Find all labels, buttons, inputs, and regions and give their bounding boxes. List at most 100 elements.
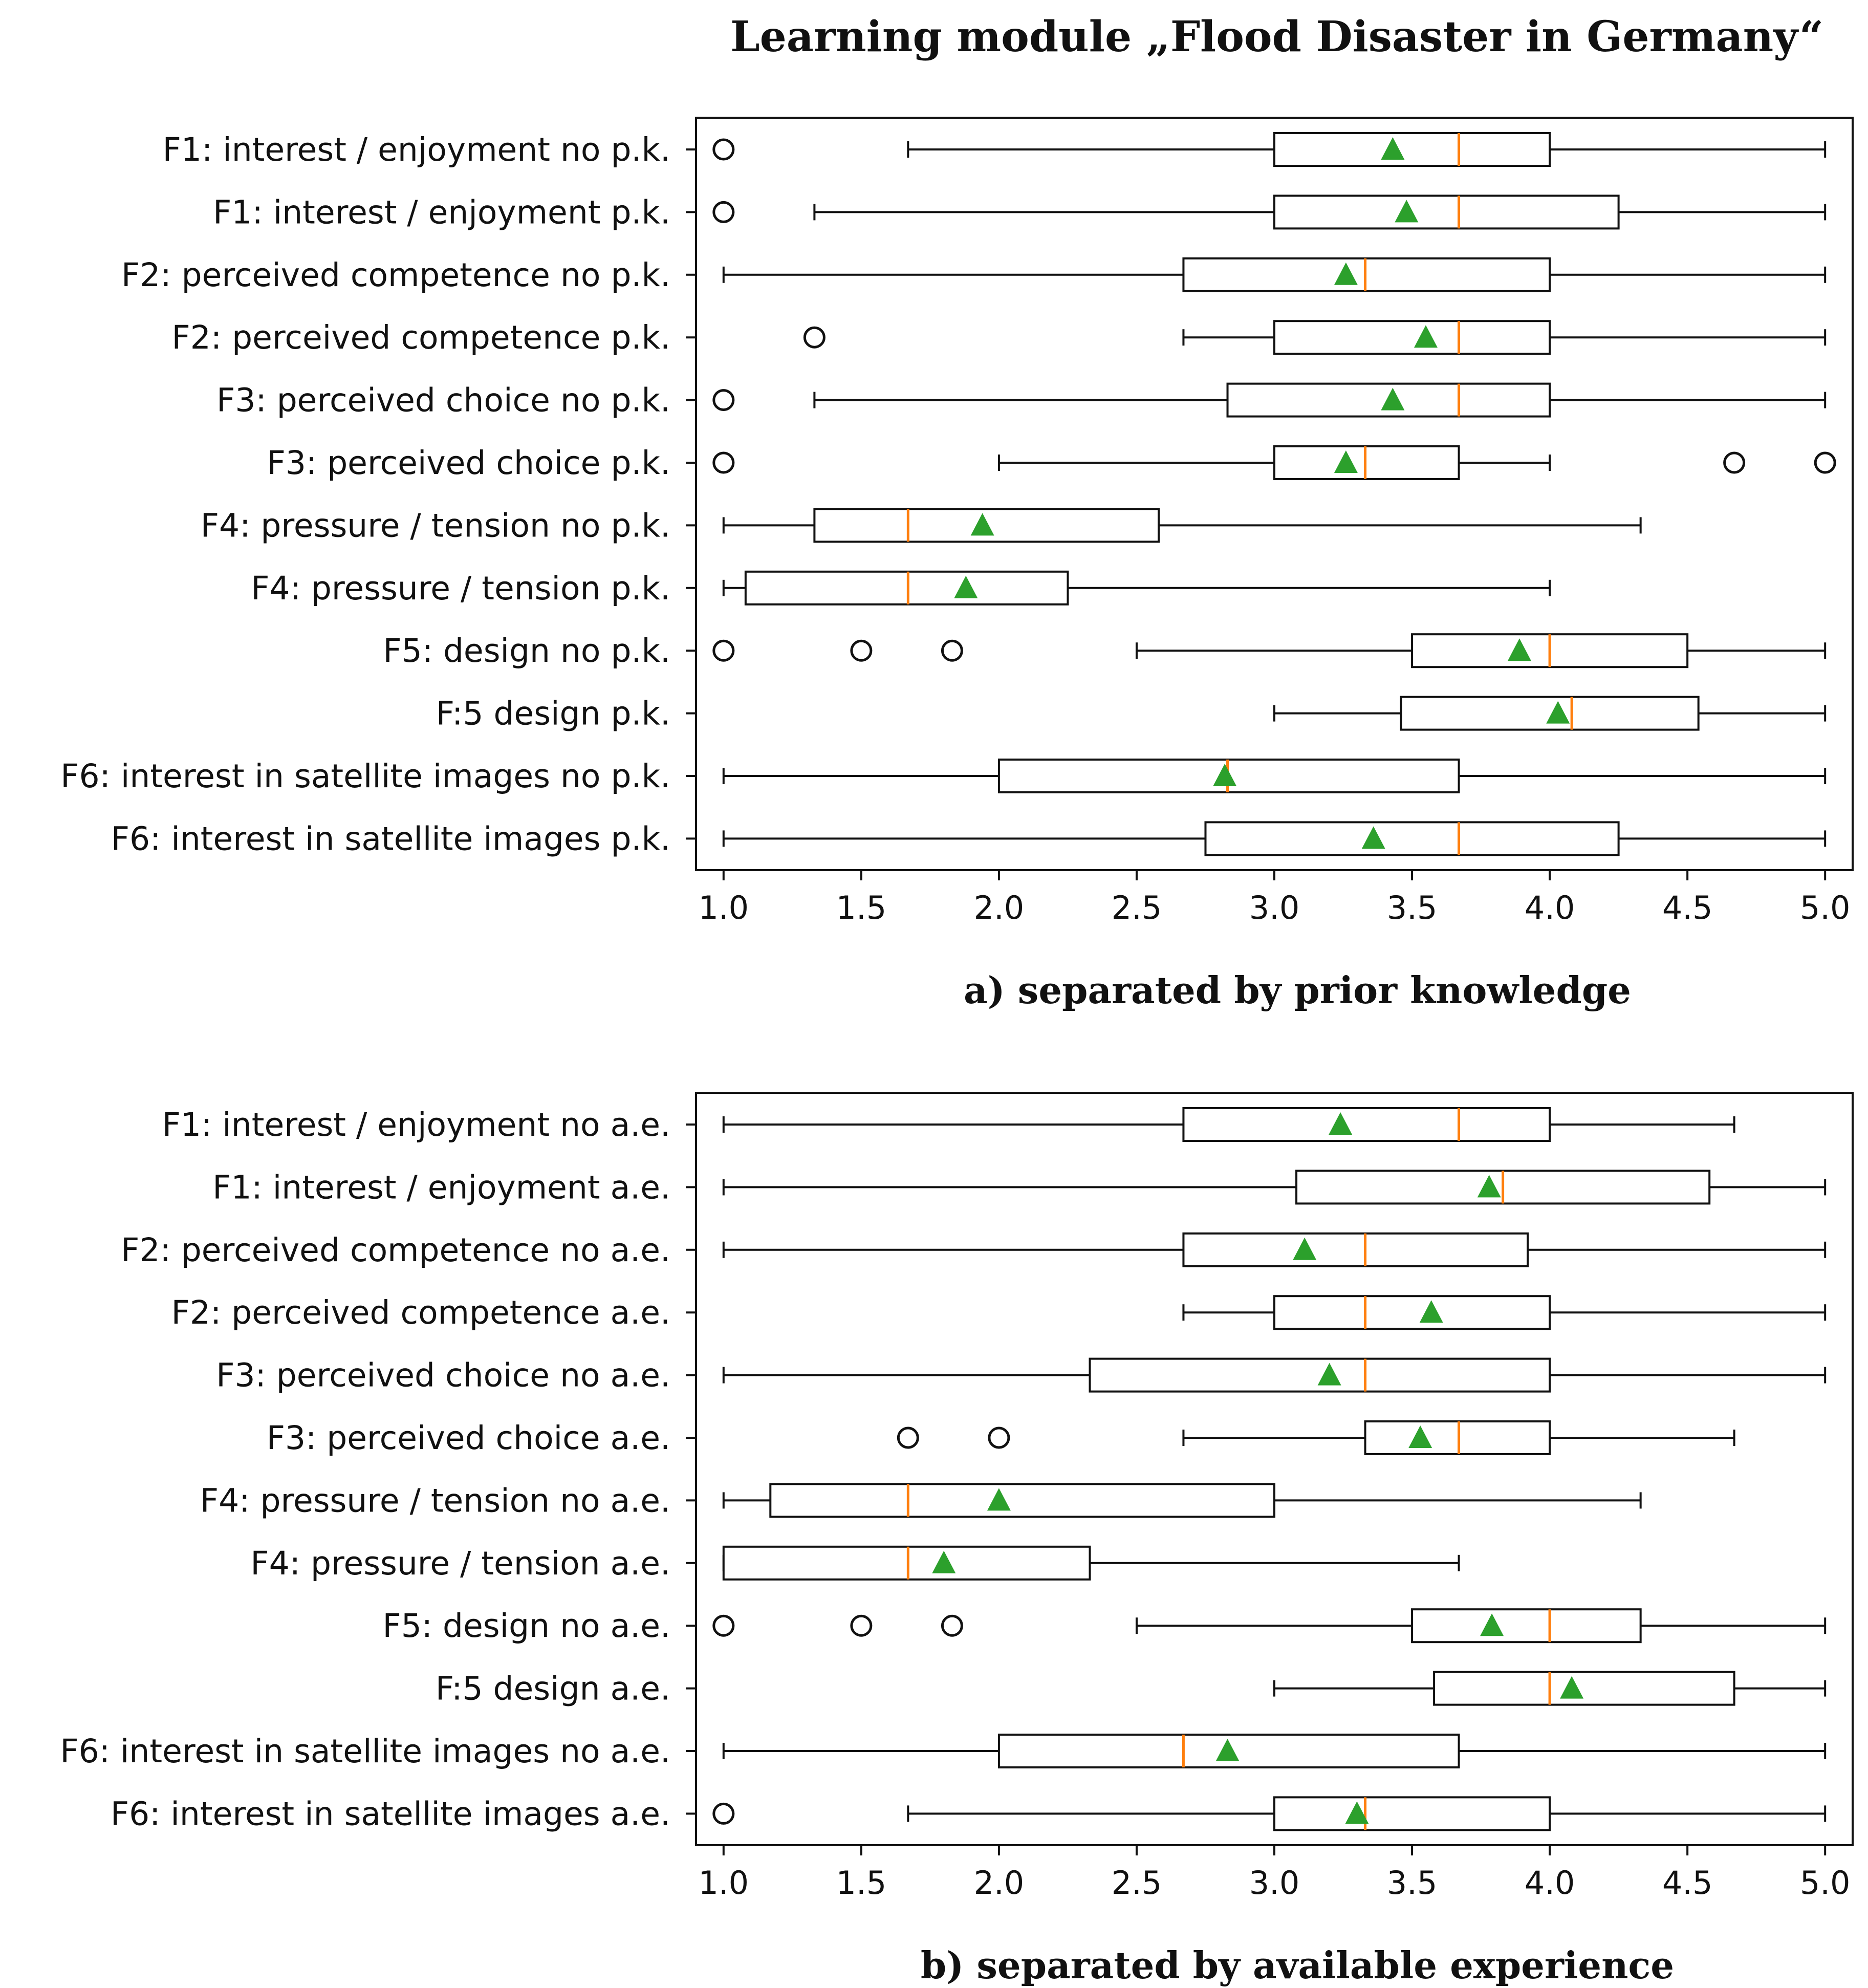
- outlier-point: [712, 389, 735, 412]
- outlier-point: [988, 1427, 1010, 1449]
- box-row: F2: perceived competence no p.k.: [121, 256, 1827, 294]
- iqr-box: [1182, 1232, 1529, 1267]
- mean-marker: [932, 1550, 956, 1573]
- iqr-box: [1400, 696, 1700, 731]
- box-row: F3: perceived choice no a.e.: [216, 1357, 1827, 1394]
- box-row: F6: interest in satellite images no p.k.: [60, 758, 1827, 795]
- mean-marker: [1480, 1613, 1504, 1636]
- x-tick-label: 1.0: [699, 889, 749, 926]
- iqr-box: [1182, 1107, 1551, 1142]
- mean-marker: [1408, 1425, 1432, 1448]
- box-row: F2: perceived competence no a.e.: [121, 1231, 1827, 1269]
- mean-marker: [1215, 1739, 1240, 1761]
- mean-marker: [1560, 1676, 1584, 1699]
- category-label: F2: perceived competence p.k.: [172, 319, 670, 356]
- box-row: F1: interest / enjoyment no a.e.: [162, 1106, 1735, 1143]
- box-row: F6: interest in satellite images no a.e.: [60, 1733, 1827, 1770]
- mean-marker: [970, 513, 994, 536]
- iqr-box: [1273, 1295, 1551, 1330]
- x-tick-label: 3.5: [1387, 889, 1438, 926]
- iqr-box: [769, 1483, 1276, 1518]
- mean-marker: [1419, 1300, 1443, 1323]
- iqr-box: [1273, 195, 1620, 230]
- panel-prior-knowledge: 1.0 1.5 2.0 2.5 3.0 3.5 4.0 4.5 5.0 F1: interest …: [60, 117, 1854, 1012]
- mean-marker: [1381, 137, 1405, 160]
- box-row: F6: interest in satellite images p.k.: [111, 820, 1827, 857]
- outlier-point: [712, 639, 735, 662]
- box-row: F2: perceived competence p.k.: [172, 319, 1827, 356]
- category-label: F6: interest in satellite images p.k.: [111, 820, 670, 857]
- panel-caption: a) separated by prior knowledge: [964, 968, 1631, 1012]
- category-label: F:5 design a.e.: [436, 1670, 670, 1708]
- mean-marker: [1507, 638, 1531, 661]
- panel-available-experience: 1.0 1.5 2.0 2.5 3.0 3.5 4.0 4.5 5.0 F1: interest …: [60, 1092, 1854, 1987]
- outlier-point: [712, 451, 735, 474]
- box-row: F4: pressure / tension p.k.: [251, 570, 1551, 607]
- box-row: F6: interest in satellite images a.e.: [111, 1795, 1827, 1832]
- outlier-point: [1723, 451, 1746, 474]
- outlier-point: [712, 1802, 735, 1825]
- iqr-box: [1273, 1796, 1551, 1831]
- outlier-point: [941, 1614, 963, 1637]
- category-label: F3: perceived choice p.k.: [267, 444, 670, 482]
- category-label: F2: perceived competence no p.k.: [121, 256, 670, 294]
- box-row: F1: interest / enjoyment p.k.: [213, 193, 1827, 231]
- outlier-point: [712, 201, 735, 223]
- box-row: F1: interest / enjoyment a.e.: [212, 1169, 1827, 1206]
- iqr-box: [744, 570, 1069, 606]
- x-tick-label: 3.0: [1249, 889, 1300, 926]
- box-row: F1: interest / enjoyment no p.k.: [163, 131, 1827, 168]
- x-tick-label: 5.0: [1800, 1864, 1851, 1901]
- x-tick-label: 2.5: [1112, 889, 1162, 926]
- category-label: F:5 design p.k.: [436, 695, 670, 732]
- category-label: F4: pressure / tension no p.k.: [201, 507, 670, 544]
- iqr-box: [1433, 1671, 1735, 1706]
- iqr-box: [1089, 1357, 1551, 1393]
- mean-marker: [1477, 1175, 1501, 1198]
- category-label: F5: design no p.k.: [383, 632, 670, 669]
- mean-marker: [1414, 325, 1438, 348]
- mean-marker: [1329, 1112, 1353, 1135]
- x-tick-label: 3.5: [1387, 1864, 1438, 1901]
- iqr-box: [1182, 257, 1551, 292]
- category-label: F6: interest in satellite images no a.e.: [60, 1733, 670, 1770]
- box-row: F:5 design p.k.: [436, 695, 1827, 732]
- x-tick-label: 1.5: [836, 1864, 887, 1901]
- x-tick-label: 4.0: [1525, 1864, 1575, 1901]
- x-tick-label: 1.0: [699, 1864, 749, 1901]
- outlier-point: [712, 1614, 735, 1637]
- box-row: F4: pressure / tension no a.e.: [200, 1482, 1642, 1519]
- outlier-point: [803, 326, 826, 349]
- mean-marker: [1395, 200, 1419, 223]
- outlier-point: [850, 639, 873, 662]
- category-label: F1: interest / enjoyment a.e.: [212, 1169, 670, 1206]
- x-tick-label: 3.0: [1249, 1864, 1300, 1901]
- figure-title: Learning module „Flood Disaster in Germa…: [730, 12, 1823, 61]
- x-tick-label: 4.0: [1525, 889, 1575, 926]
- mean-marker: [1381, 387, 1405, 410]
- category-label: F3: perceived choice no a.e.: [216, 1357, 670, 1394]
- box-row: F3: perceived choice a.e.: [267, 1419, 1735, 1457]
- outlier-point: [1814, 451, 1836, 474]
- panel-caption: b) separated by available experience: [921, 1943, 1674, 1987]
- iqr-box: [1364, 1420, 1551, 1455]
- iqr-box: [1273, 132, 1551, 167]
- category-label: F3: perceived choice a.e.: [267, 1419, 670, 1457]
- mean-marker: [1334, 262, 1358, 285]
- outlier-point: [712, 138, 735, 161]
- category-label: F5: design no a.e.: [382, 1607, 670, 1645]
- mean-marker: [1345, 1801, 1369, 1824]
- outlier-point: [941, 639, 963, 662]
- category-label: F1: interest / enjoyment no a.e.: [162, 1106, 670, 1143]
- category-label: F2: perceived competence no a.e.: [121, 1231, 670, 1269]
- x-tick-label: 1.5: [836, 889, 887, 926]
- box-row: F:5 design a.e.: [436, 1670, 1827, 1708]
- axes-frame: [695, 117, 1854, 871]
- mean-marker: [1317, 1363, 1341, 1386]
- mean-marker: [987, 1488, 1011, 1511]
- outlier-point: [897, 1427, 919, 1449]
- mean-marker: [1361, 826, 1385, 849]
- x-tick-label: 4.5: [1662, 1864, 1713, 1901]
- category-label: F2: perceived competence a.e.: [171, 1294, 670, 1331]
- box-row: F5: design no p.k.: [383, 632, 1827, 669]
